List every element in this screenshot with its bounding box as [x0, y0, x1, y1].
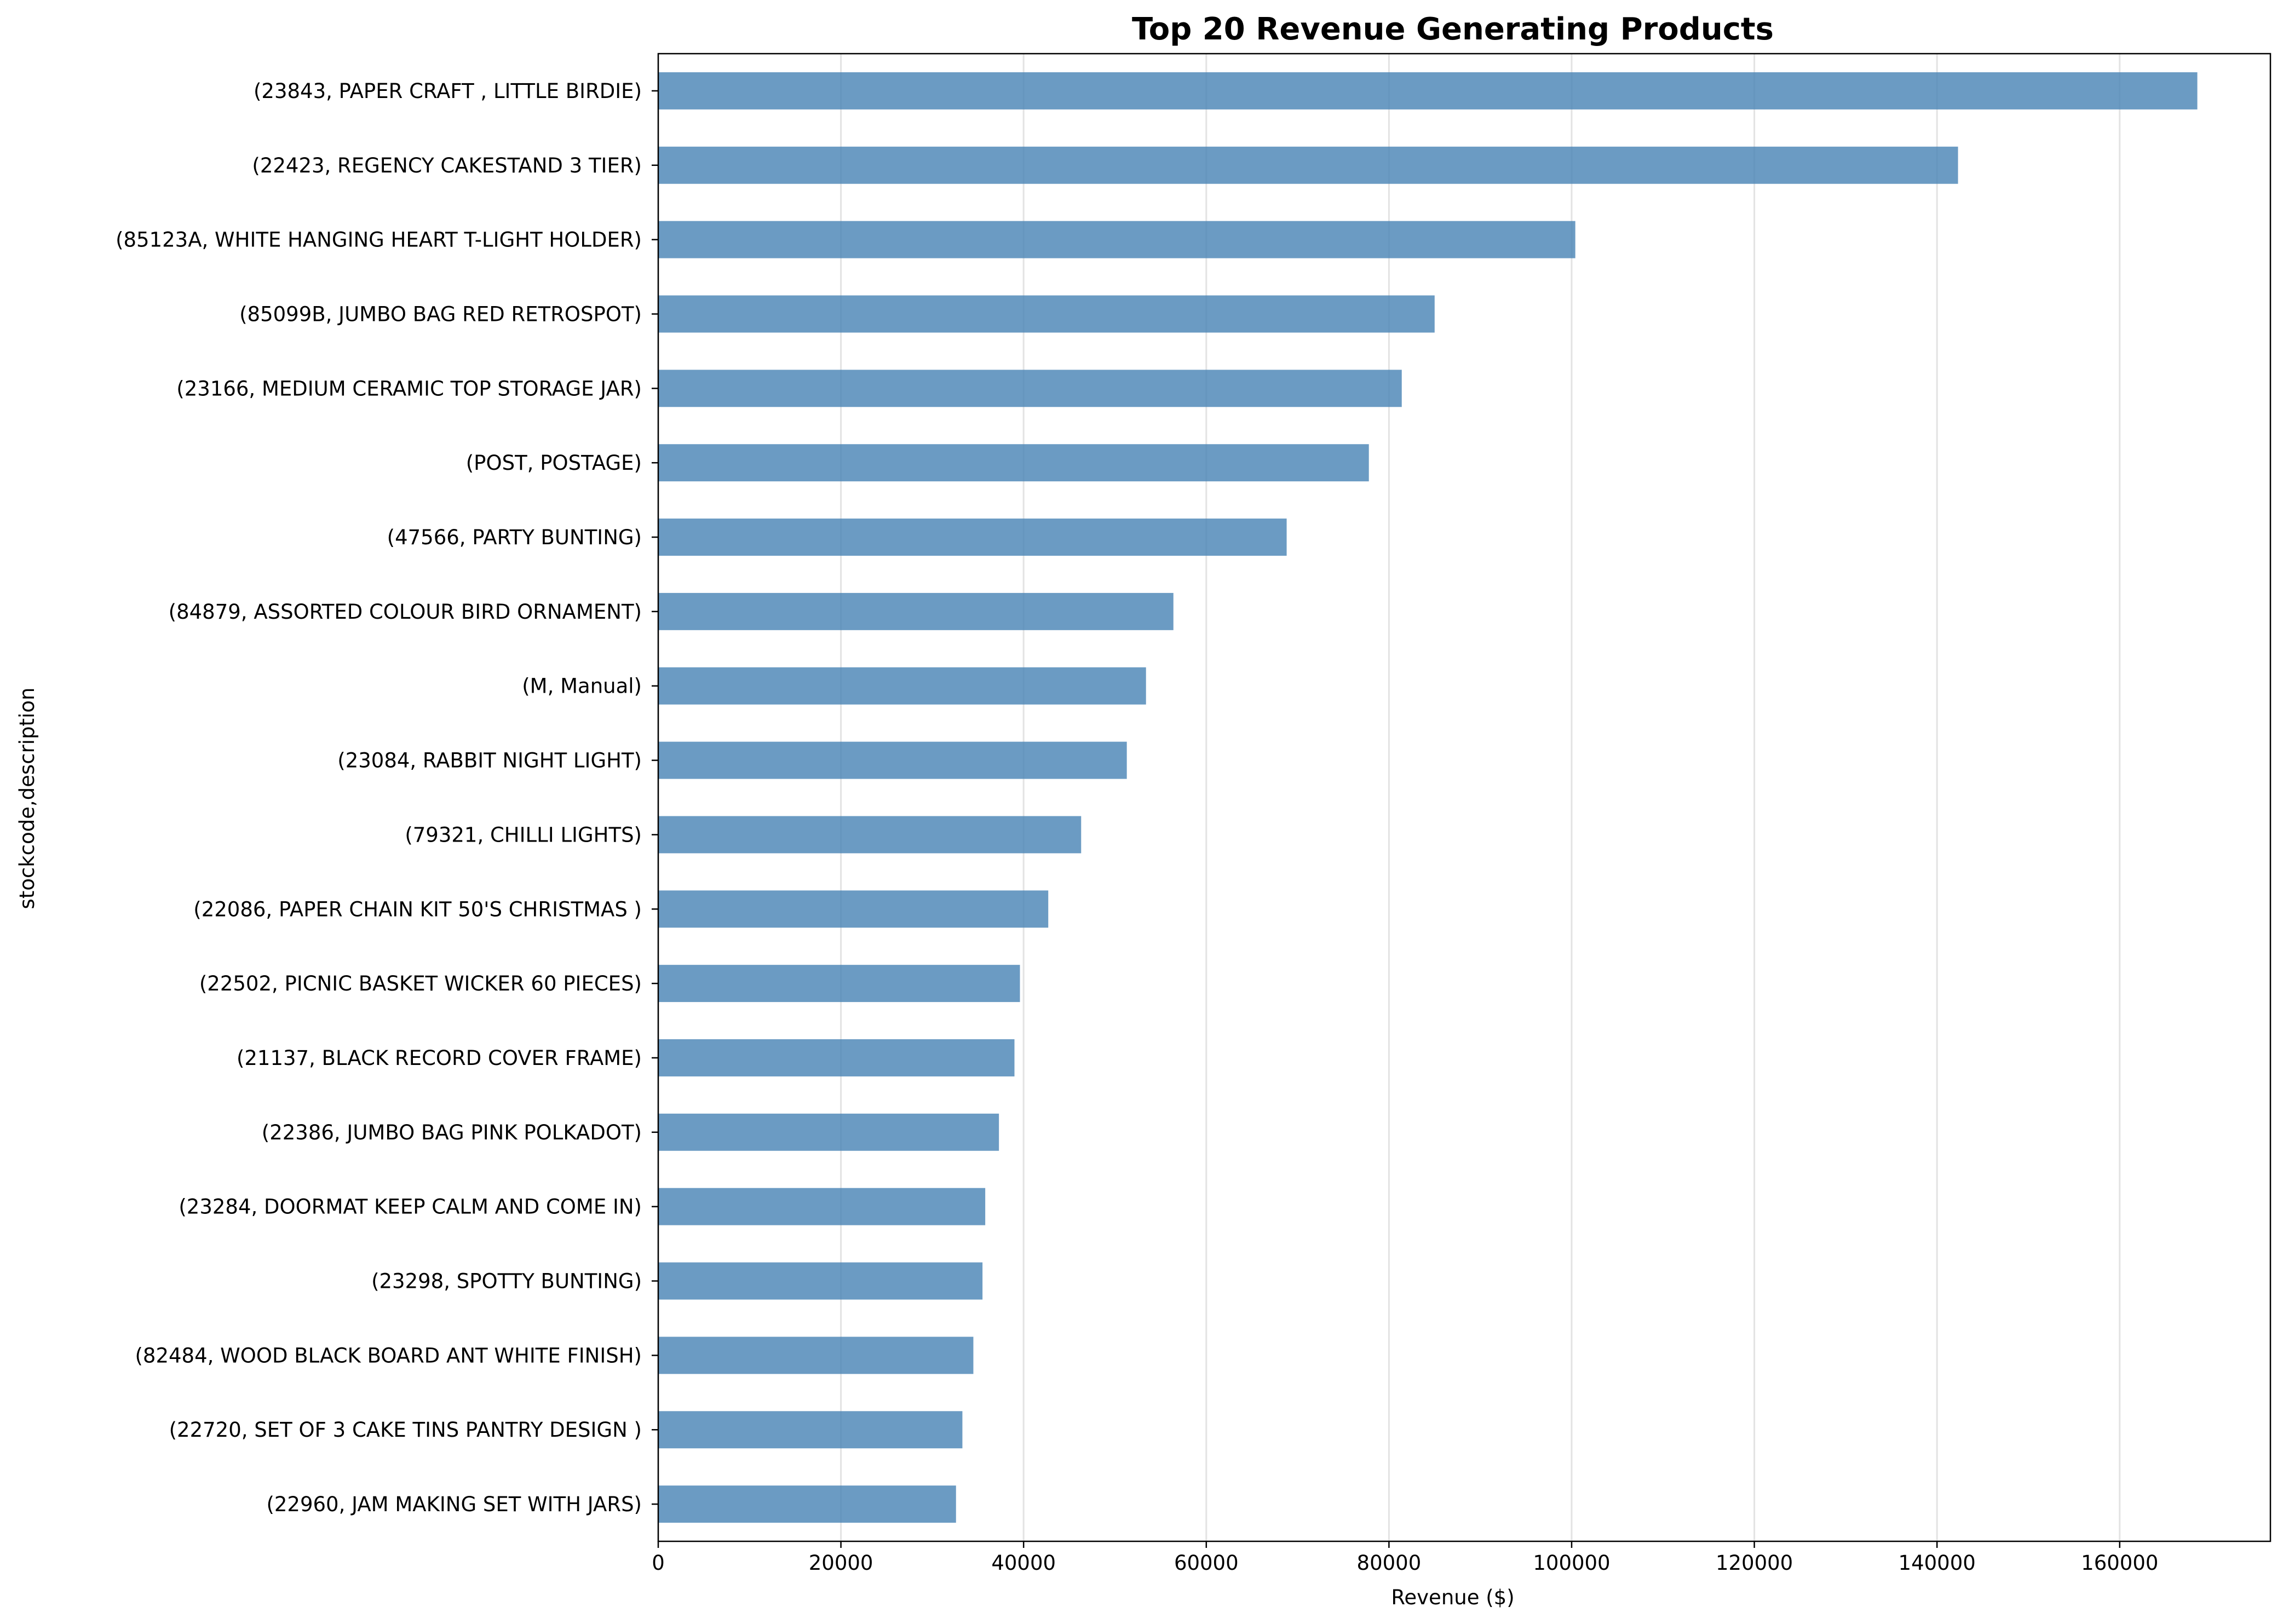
bar	[658, 592, 1174, 630]
y-tick-label: (23284, DOORMAT KEEP CALM AND COME IN)	[179, 1195, 642, 1219]
x-tick-label: 20000	[809, 1551, 873, 1575]
bar	[658, 741, 1127, 779]
plot-frame	[657, 53, 2272, 1542]
x-axis-ticks: 0 20000 40000 60000 80000 100000 120000 140000 1…	[652, 1541, 2158, 1575]
grid-lines	[657, 54, 2121, 1541]
bar	[658, 72, 2198, 110]
y-tick-label: (22502, PICNIC BASKET WICKER 60 PIECES)	[199, 972, 642, 995]
y-tick-label: (22423, REGENCY CAKESTAND 3 TIER)	[252, 154, 642, 177]
y-tick-label: (21137, BLACK RECORD COVER FRAME)	[237, 1046, 642, 1070]
bar	[658, 1039, 1015, 1076]
y-tick-label: (23843, PAPER CRAFT , LITTLE BIRDIE)	[254, 79, 642, 103]
y-tick-label: (23084, RABBIT NIGHT LIGHT)	[337, 749, 642, 773]
y-tick-label: (82484, WOOD BLACK BOARD ANT WHITE FINIS…	[135, 1344, 642, 1367]
bar	[658, 1337, 974, 1374]
y-tick-label: (79321, CHILLI LIGHTS)	[405, 823, 642, 846]
bar	[658, 519, 1287, 556]
y-tick-label: (47566, PARTY BUNTING)	[387, 526, 642, 549]
x-tick-label: 40000	[991, 1551, 1056, 1575]
bar	[658, 816, 1082, 854]
bar	[658, 295, 1435, 333]
y-tick-label: (22086, PAPER CHAIN KIT 50'S CHRISTMAS )	[193, 897, 642, 921]
y-tick-label: (22386, JUMBO BAG PINK POLKADOT)	[262, 1121, 642, 1144]
bar	[658, 965, 1020, 1003]
y-tick-label: (85099B, JUMBO BAG RED RETROSPOT)	[239, 302, 642, 326]
bar	[658, 221, 1575, 258]
y-tick-label: (23166, MEDIUM CERAMIC TOP STORAGE JAR)	[176, 377, 642, 400]
x-tick-label: 0	[652, 1551, 665, 1575]
x-axis-label: Revenue ($)	[1391, 1586, 1514, 1609]
x-tick-label: 120000	[1716, 1551, 1793, 1575]
y-tick-label: (84879, ASSORTED COLOUR BIRD ORNAMENT)	[169, 600, 642, 624]
bar	[658, 370, 1402, 407]
bar	[658, 890, 1049, 928]
bar	[658, 667, 1146, 705]
y-axis-label: stockcode,description	[15, 688, 39, 909]
x-tick-label: 60000	[1174, 1551, 1239, 1575]
chart-title: Top 20 Revenue Generating Products	[1132, 11, 1774, 47]
y-tick-label: (85123A, WHITE HANGING HEART T-LIGHT HOL…	[116, 228, 642, 252]
x-tick-label: 140000	[1899, 1551, 1976, 1575]
bar	[658, 1411, 963, 1449]
bar	[658, 444, 1369, 482]
x-tick-label: 80000	[1357, 1551, 1422, 1575]
y-tick-label: (22720, SET OF 3 CAKE TINS PANTRY DESIGN…	[169, 1418, 642, 1442]
bar	[658, 1262, 983, 1300]
y-tick-label: (M, Manual)	[522, 675, 642, 698]
bar	[658, 1485, 956, 1523]
bars	[658, 72, 2198, 1523]
bar	[658, 1113, 999, 1151]
y-axis-ticks: (22960, JAM MAKING SET WITH JARS) (22720,…	[116, 79, 658, 1516]
bar	[658, 146, 1958, 184]
x-tick-label: 100000	[1533, 1551, 1610, 1575]
y-tick-label: (22960, JAM MAKING SET WITH JARS)	[266, 1493, 642, 1516]
y-tick-label: (23298, SPOTTY BUNTING)	[371, 1270, 642, 1293]
x-tick-label: 160000	[2081, 1551, 2158, 1575]
y-tick-label: (POST, POSTAGE)	[466, 451, 642, 475]
bar	[658, 1188, 986, 1225]
